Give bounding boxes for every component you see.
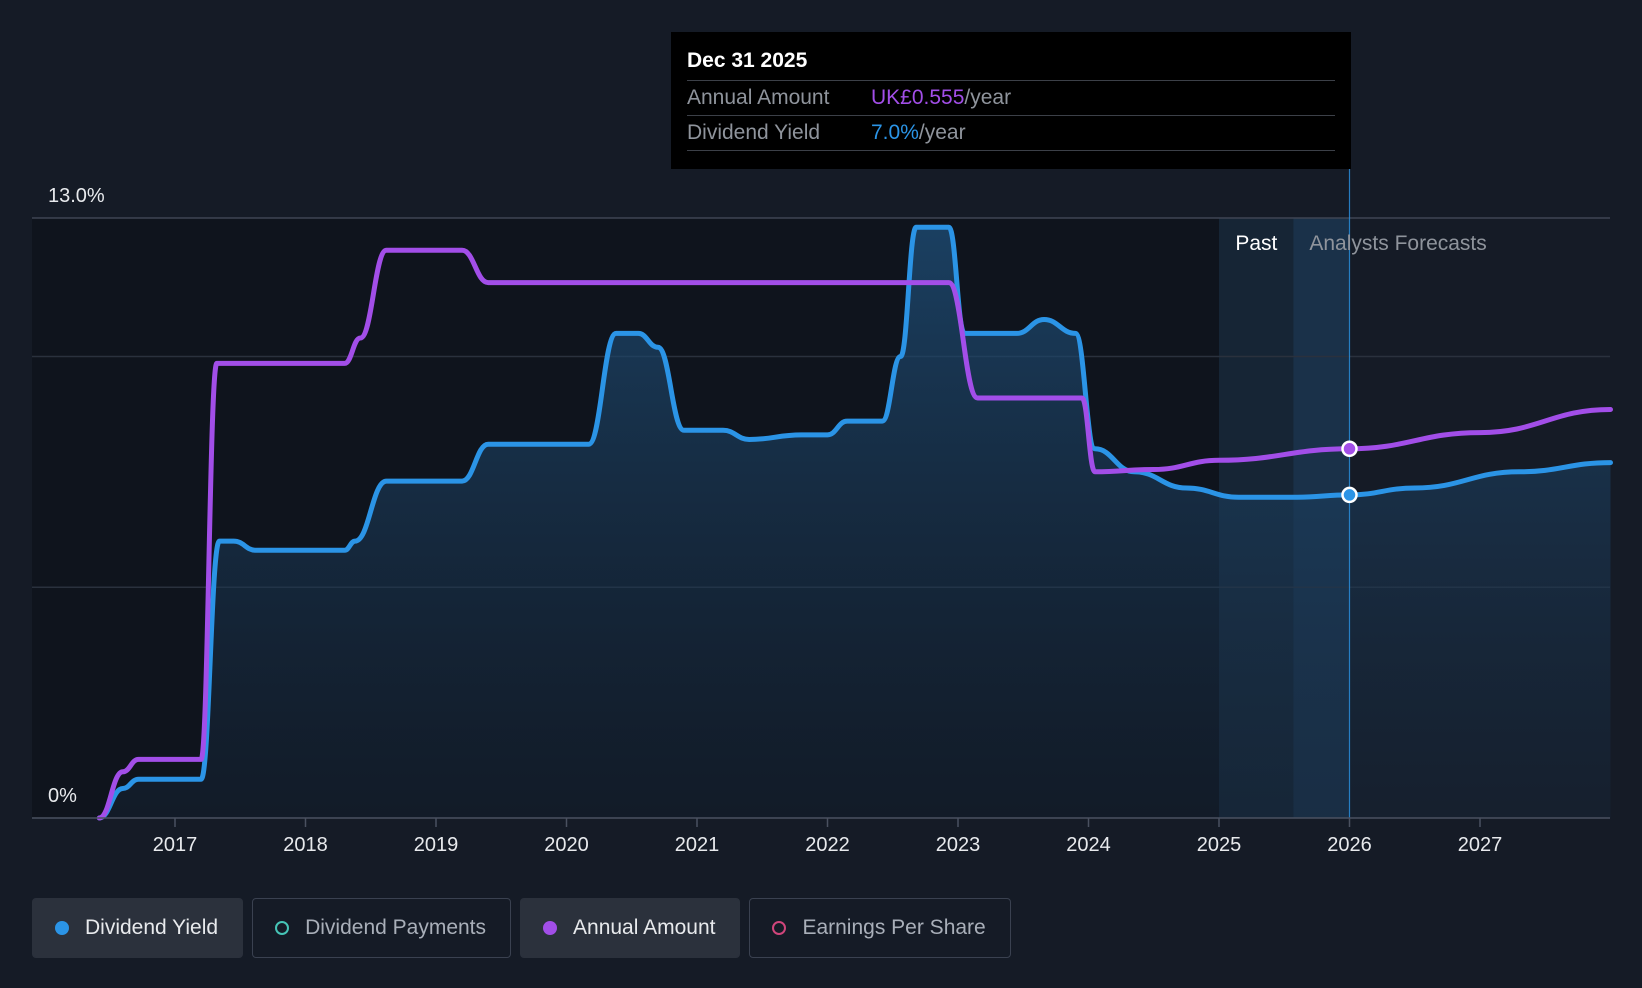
legend-label: Dividend Payments: [305, 916, 487, 939]
tooltip-label: Dividend Yield: [687, 121, 821, 144]
chart-legend: Dividend Yield Dividend Payments Annual …: [32, 898, 1011, 958]
annual-amount-hover-point: [1341, 440, 1358, 458]
x-tick-label: 2022: [805, 834, 850, 856]
tooltip-unit: /year: [964, 86, 1012, 109]
tooltip-unit: /year: [918, 121, 966, 144]
hover-tooltip: Dec 31 2025 Annual Amount UK£0.555/year …: [671, 32, 1351, 169]
past-label: Past: [1235, 232, 1277, 255]
dividend-yield-dot-icon: [55, 921, 69, 935]
x-tick-label: 2020: [544, 834, 589, 856]
x-tick-label: 2027: [1458, 834, 1503, 856]
x-axis-ticks: 2017 2018 2019 2020 2021 2022 2023 2024 2025 2026…: [153, 818, 1503, 856]
dividend-yield-hover-point: [1341, 486, 1358, 504]
x-tick-label: 2021: [675, 834, 720, 856]
x-tick-label: 2018: [283, 834, 328, 856]
x-tick-label: 2017: [153, 834, 198, 856]
tooltip-value: 7.0%: [871, 121, 919, 144]
annual-amount-line: [96, 247, 1613, 821]
tooltip-date: Dec 31 2025: [687, 49, 808, 72]
y-tick-label-bottom: 0%: [48, 785, 77, 807]
x-tick-label: 2023: [936, 834, 981, 856]
legend-label: Earnings Per Share: [802, 916, 986, 939]
legend-earnings-per-share[interactable]: Earnings Per Share: [749, 898, 1011, 958]
annual-amount-dot-icon: [543, 921, 558, 935]
x-tick-label: 2025: [1197, 834, 1242, 856]
tooltip-value: UK£0.555: [871, 86, 965, 109]
legend-label: Dividend Yield: [85, 916, 219, 939]
legend-annual-amount[interactable]: Annual Amount: [520, 898, 741, 958]
x-tick-label: 2024: [1066, 834, 1111, 856]
analysts-forecasts-label: Analysts Forecasts: [1309, 232, 1486, 255]
tooltip-label: Annual Amount: [687, 86, 830, 109]
legend-label: Annual Amount: [573, 916, 716, 939]
dividend-payments-ring-icon: [275, 921, 290, 935]
dividend-yield-area: [99, 227, 1611, 818]
legend-dividend-yield[interactable]: Dividend Yield: [32, 898, 244, 958]
y-tick-label-top: 13.0%: [48, 185, 105, 207]
tooltip-row-dividend-yield: Dividend Yield 7.0%/year: [687, 115, 1335, 151]
earnings-per-share-ring-icon: [772, 921, 787, 935]
x-tick-label: 2026: [1327, 834, 1372, 856]
x-tick-label: 2019: [414, 834, 459, 856]
legend-dividend-payments[interactable]: Dividend Payments: [252, 898, 512, 958]
tooltip-row-annual-amount: Annual Amount UK£0.555/year: [687, 80, 1335, 115]
